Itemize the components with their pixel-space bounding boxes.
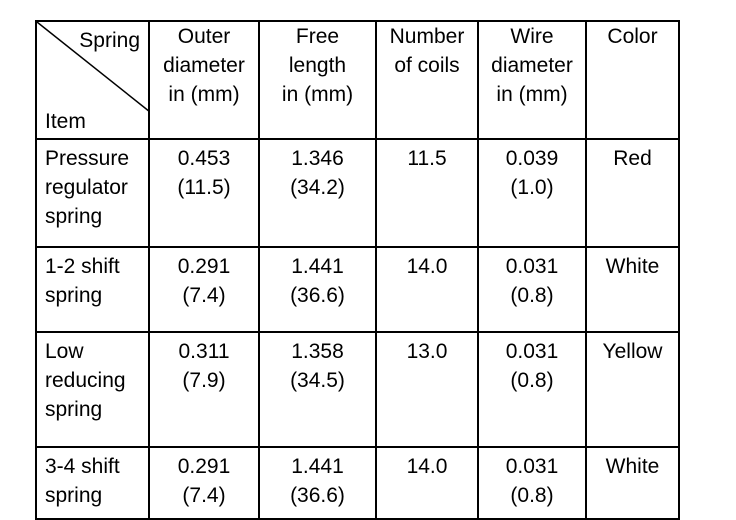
value-cell: 13.0 [375, 331, 479, 448]
value-cell: 1.358 (34.5) [258, 331, 377, 448]
spring-table: Spring Item Outer diameter in (mm) Free … [35, 20, 680, 520]
corner-cell: Spring Item [35, 20, 150, 140]
item-cell: Low reducing spring [35, 331, 150, 448]
table-body: Spring Item Outer diameter in (mm) Free … [35, 20, 680, 520]
column-header: Free length in (mm) [258, 20, 377, 140]
column-header: Outer diameter in (mm) [148, 20, 260, 140]
value-cell: 0.291 (7.4) [148, 446, 260, 520]
table-row: 1-2 shift spring 0.291 (7.4) 1.441 (36.6) 1… [35, 246, 680, 333]
header-row: Spring Item Outer diameter in (mm) Free … [35, 20, 680, 140]
value-cell: White [585, 246, 680, 333]
value-cell: 14.0 [375, 446, 479, 520]
value-cell: 0.453 (11.5) [148, 138, 260, 248]
item-cell: 3-4 shift spring [35, 446, 150, 520]
value-cell: 0.031 (0.8) [477, 246, 587, 333]
value-cell: 1.346 (34.2) [258, 138, 377, 248]
item-cell: 1-2 shift spring [35, 246, 150, 333]
value-cell: 0.039 (1.0) [477, 138, 587, 248]
column-header: Color [585, 20, 680, 140]
corner-top: Spring [79, 29, 140, 52]
value-cell: 1.441 (36.6) [258, 246, 377, 333]
corner-bottom: Item [45, 110, 86, 133]
table-row: Pressure regulator spring 0.453 (11.5) 1.3… [35, 138, 680, 248]
value-cell: 0.031 (0.8) [477, 446, 587, 520]
diagonal [37, 22, 150, 112]
item-cell: Pressure regulator spring [35, 138, 150, 248]
column-header: Wire diameter in (mm) [477, 20, 587, 140]
value-cell: 1.441 (36.6) [258, 446, 377, 520]
value-cell: Yellow [585, 331, 680, 448]
value-cell: 0.311 (7.9) [148, 331, 260, 448]
value-cell: 0.291 (7.4) [148, 246, 260, 333]
value-cell: Red [585, 138, 680, 248]
value-cell: 14.0 [375, 246, 479, 333]
column-header: Number of coils [375, 20, 479, 140]
table-row: Low reducing spring 0.311 (7.9) 1.358 (34.… [35, 331, 680, 448]
table-row: 3-4 shift spring 0.291 (7.4) 1.441 (36.6) 1… [35, 446, 680, 520]
value-cell: White [585, 446, 680, 520]
value-cell: 11.5 [375, 138, 479, 248]
value-cell: 0.031 (0.8) [477, 331, 587, 448]
